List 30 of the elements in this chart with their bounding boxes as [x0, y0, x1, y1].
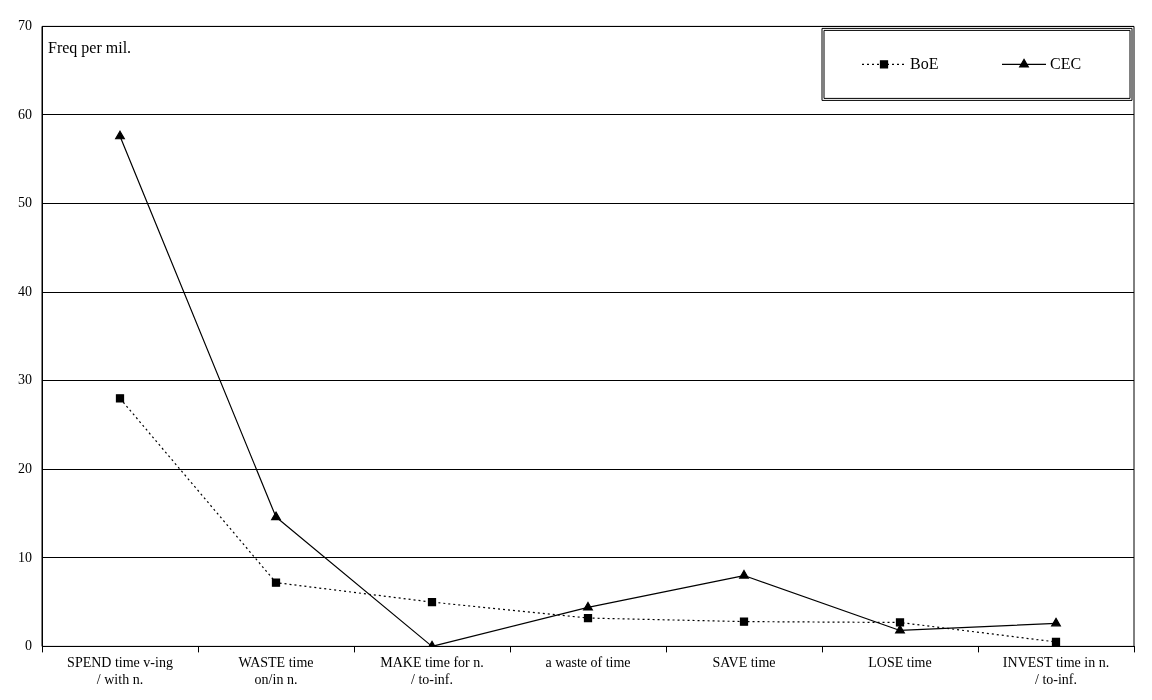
point — [739, 617, 749, 626]
point — [895, 618, 905, 627]
y-tick-label: 0 — [25, 638, 32, 654]
point — [739, 569, 749, 579]
y-tick-label: 20 — [18, 460, 32, 476]
x-tick-label: INVEST time in n. / to-inf. — [1002, 655, 1110, 688]
point — [115, 394, 125, 403]
x-tick-label: LOSE time — [868, 655, 932, 671]
y-tick-label: 70 — [18, 18, 32, 34]
point — [271, 578, 281, 587]
x-tick-label: SPEND time v-ing / with n. — [67, 655, 173, 688]
point — [583, 613, 593, 623]
y-tick-label: 60 — [18, 106, 32, 122]
x-tick-label: MAKE time for n. / to-inf. — [380, 655, 484, 688]
point — [115, 130, 125, 140]
y-tick-label: 50 — [18, 195, 32, 211]
y-tick-label: 40 — [18, 283, 32, 299]
legend-label: CEC — [1050, 54, 1082, 72]
point — [1051, 617, 1061, 627]
y-axis-title: Freq per mil. — [48, 38, 132, 57]
x-tick-label: SAVE time — [712, 655, 776, 671]
y-tick-label: 30 — [18, 372, 32, 388]
point — [427, 597, 437, 607]
point — [583, 601, 593, 611]
y-tick-label: 10 — [18, 549, 32, 565]
legend-label: BoE — [910, 54, 939, 72]
point — [271, 511, 281, 521]
x-tick-label: a waste of time — [545, 655, 631, 671]
x-tick-label: WASTE time on/in n. — [238, 655, 314, 688]
point — [1051, 637, 1061, 647]
